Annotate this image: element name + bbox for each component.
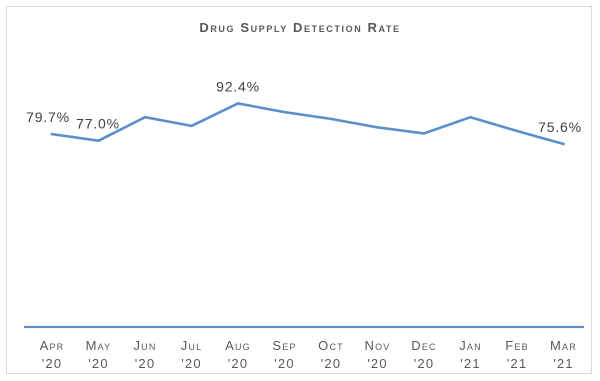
data-label-may: 77.0%	[76, 116, 120, 132]
x-tick-label-may: May '20	[86, 338, 112, 371]
x-tick-label-sep: Sep '20	[272, 338, 296, 371]
data-point-jul	[190, 124, 193, 128]
data-point-feb	[515, 129, 519, 133]
x-tick-label-jul: Jul '20	[181, 338, 203, 371]
series-line	[50, 102, 565, 146]
data-label-mar: 75.6%	[538, 119, 582, 135]
data-points	[50, 102, 565, 146]
data-point-apr	[50, 132, 54, 136]
x-tick-label-apr: Apr '20	[40, 338, 65, 371]
x-tick-label-aug: Aug '20	[225, 338, 251, 371]
data-point-nov	[376, 126, 379, 129]
x-tick-label-nov: Nov '20	[365, 338, 391, 371]
x-tick-label-feb: Feb '21	[505, 338, 529, 371]
data-point-dec	[422, 132, 426, 135]
data-labels: 79.7% 77.0% 92.4% 75.6%	[26, 78, 582, 135]
x-tick-labels: Apr '20 May '20 Jun '20 Jul '20 Aug '20 Sep '20 Oct '…	[40, 338, 577, 371]
x-tick-label-jun: Jun '20	[133, 338, 156, 371]
data-label-aug: 92.4%	[216, 78, 260, 94]
x-tick-label-mar: Mar '21	[550, 338, 577, 371]
x-tick-label-dec: Dec '20	[411, 338, 437, 371]
data-point-jan	[469, 115, 472, 119]
data-point-aug	[236, 102, 240, 105]
data-label-apr: 79.7%	[26, 109, 70, 125]
data-point-sep	[283, 110, 286, 114]
data-point-oct	[329, 117, 333, 121]
data-point-mar	[562, 142, 565, 146]
chart-frame	[6, 6, 592, 374]
x-tick-label-jan: Jan '21	[459, 338, 482, 371]
x-tick-label-oct: Oct '20	[318, 338, 344, 371]
data-point-may	[97, 139, 100, 142]
chart-title: Drug Supply Detection Rate	[199, 20, 401, 35]
data-point-jun	[143, 115, 147, 119]
